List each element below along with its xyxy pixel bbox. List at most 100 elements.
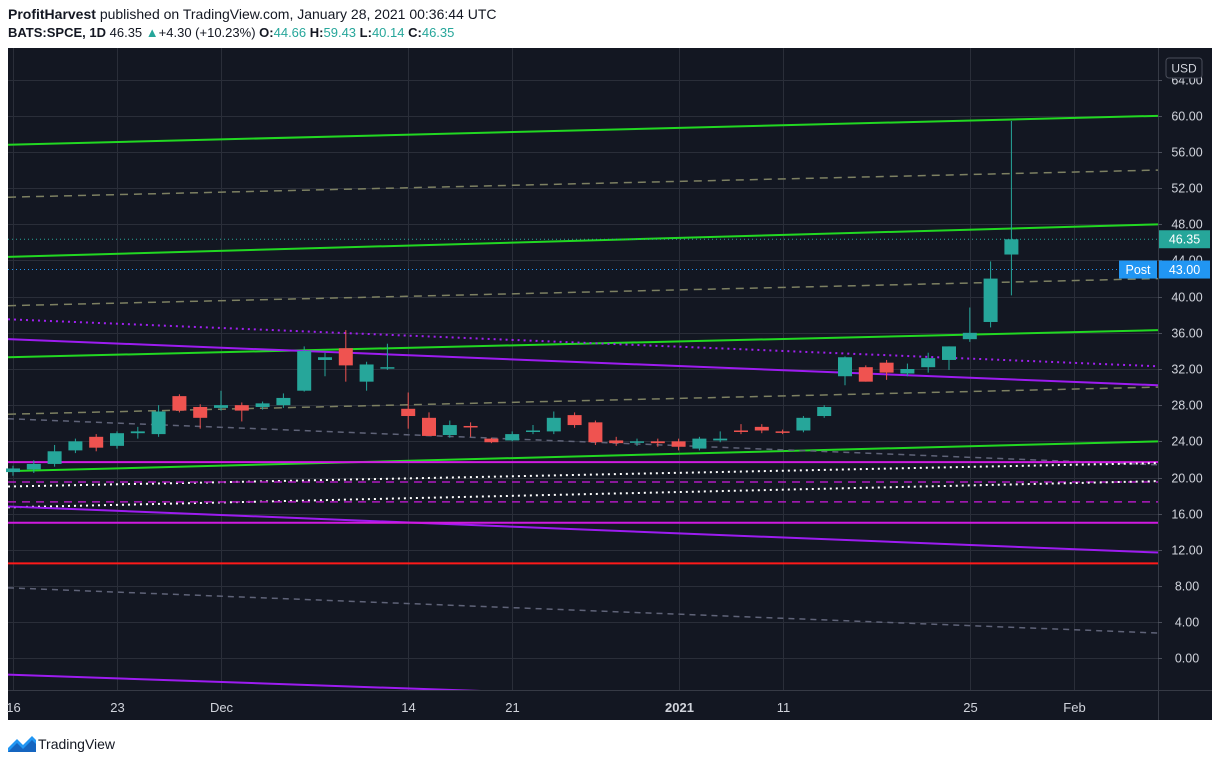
candle[interactable] xyxy=(380,343,395,370)
candle[interactable] xyxy=(546,411,561,435)
green-channel-bottom[interactable] xyxy=(8,440,1158,473)
last-price-label-box xyxy=(1159,230,1210,249)
candle[interactable] xyxy=(858,365,873,382)
candle[interactable] xyxy=(6,465,20,476)
candle[interactable] xyxy=(26,460,41,473)
candles[interactable] xyxy=(6,120,1019,476)
candle[interactable] xyxy=(255,401,270,410)
candle[interactable] xyxy=(47,444,62,467)
candle[interactable] xyxy=(630,438,644,446)
price-tick-label: 28.00 xyxy=(1171,399,1202,413)
post-price-label: 43.00 xyxy=(1169,263,1200,277)
candle[interactable] xyxy=(422,412,436,436)
price-tick-label: 0.00 xyxy=(1175,652,1199,666)
candle[interactable] xyxy=(193,404,208,429)
candle[interactable] xyxy=(463,422,478,437)
candle[interactable] xyxy=(567,412,582,428)
candle-body xyxy=(6,468,20,473)
candle[interactable] xyxy=(130,426,145,439)
candle-body xyxy=(422,417,436,436)
candle[interactable] xyxy=(796,416,811,433)
candle-body xyxy=(110,433,124,446)
candle-body xyxy=(401,408,416,417)
candle-body xyxy=(796,417,811,431)
candle[interactable] xyxy=(609,436,624,446)
time-tick-label: 21 xyxy=(505,700,519,715)
candle[interactable] xyxy=(921,352,936,373)
price-axis[interactable]: 0.00 4.00 8.00 12.00 16.00 20.00 24.00 28.00 32.… xyxy=(1158,74,1203,666)
candle[interactable] xyxy=(214,390,228,411)
candle[interactable] xyxy=(234,402,249,422)
candle[interactable] xyxy=(318,352,332,377)
price-tick-label: 8.00 xyxy=(1175,580,1199,594)
candle[interactable] xyxy=(838,356,852,386)
tradingview-brand[interactable]: TradingView xyxy=(38,736,116,752)
symbol-name[interactable]: BATS:SPCE, 1D xyxy=(8,25,106,40)
price-tick-label: 16.00 xyxy=(1171,508,1202,522)
candle[interactable] xyxy=(151,405,166,437)
candle[interactable] xyxy=(879,359,894,380)
chart-area[interactable]: 0.00 4.00 8.00 12.00 16.00 20.00 24.00 28.00 32.… xyxy=(0,48,1220,720)
candle[interactable] xyxy=(650,438,665,447)
candle-body xyxy=(567,415,582,426)
candle[interactable] xyxy=(276,393,291,408)
candle-body xyxy=(442,425,457,436)
candle[interactable] xyxy=(942,346,956,370)
price-tick-label: 48.00 xyxy=(1171,218,1202,232)
close-label: C: xyxy=(408,25,422,40)
candle[interactable] xyxy=(359,361,374,391)
candle[interactable] xyxy=(817,405,832,418)
purple-solid-descending[interactable] xyxy=(8,338,1158,387)
candle-body xyxy=(463,425,478,428)
tradingview-logo-icon[interactable] xyxy=(8,734,36,752)
candle[interactable] xyxy=(505,431,520,442)
green-channel-top[interactable] xyxy=(8,114,1158,146)
time-axis[interactable]: 16 23 Dec 14 21 2021 11 25 Feb xyxy=(6,700,1085,715)
candle[interactable] xyxy=(734,424,748,435)
candle-body xyxy=(775,431,790,433)
gray-dashed-descending[interactable] xyxy=(8,417,1158,466)
candle[interactable] xyxy=(297,346,312,392)
candle[interactable] xyxy=(775,429,790,435)
candle[interactable] xyxy=(484,437,499,444)
olive-dashed-lower[interactable] xyxy=(8,386,1158,415)
currency-badge[interactable]: USD xyxy=(1165,57,1203,79)
candle-body xyxy=(713,438,728,441)
olive-dashed-upper[interactable] xyxy=(8,169,1158,198)
price-chart[interactable]: 0.00 4.00 8.00 12.00 16.00 20.00 24.00 28.00 32.… xyxy=(0,48,1220,720)
candle[interactable] xyxy=(754,424,769,434)
open-value: 44.66 xyxy=(273,25,307,40)
candle-body xyxy=(276,397,291,406)
gray-dashed-bottom[interactable] xyxy=(8,587,1158,634)
price-tick-label: 40.00 xyxy=(1171,291,1202,305)
candle[interactable] xyxy=(442,420,457,438)
candle-body xyxy=(1004,239,1019,255)
candle[interactable] xyxy=(692,436,707,451)
candle[interactable] xyxy=(526,425,540,435)
candle[interactable] xyxy=(172,394,187,413)
price-tick-label: 24.00 xyxy=(1171,435,1202,449)
author-name[interactable]: ProfitHarvest xyxy=(8,6,96,22)
candle[interactable] xyxy=(401,392,416,429)
candle-body xyxy=(255,403,270,407)
price-tick-label: 20.00 xyxy=(1171,472,1202,486)
candle[interactable] xyxy=(713,431,728,443)
green-channel-mid[interactable] xyxy=(8,223,1158,258)
candle[interactable] xyxy=(110,431,124,449)
olive-dashed-mid[interactable] xyxy=(8,277,1158,307)
candle-body xyxy=(505,434,520,441)
candle[interactable] xyxy=(588,420,603,445)
purple-steep-bottom[interactable] xyxy=(8,673,1158,715)
candle[interactable] xyxy=(68,438,83,454)
time-tick-label: 2021 xyxy=(665,700,694,715)
candle[interactable] xyxy=(89,434,104,452)
purple-descending-low[interactable] xyxy=(8,505,1158,554)
candle[interactable] xyxy=(900,363,915,377)
candle-body xyxy=(921,358,936,368)
candle[interactable] xyxy=(671,438,686,451)
candle[interactable] xyxy=(983,261,998,328)
candle[interactable] xyxy=(1004,120,1019,296)
candle[interactable] xyxy=(338,330,353,382)
time-tick-label: 11 xyxy=(777,700,791,715)
candle[interactable] xyxy=(962,307,977,342)
